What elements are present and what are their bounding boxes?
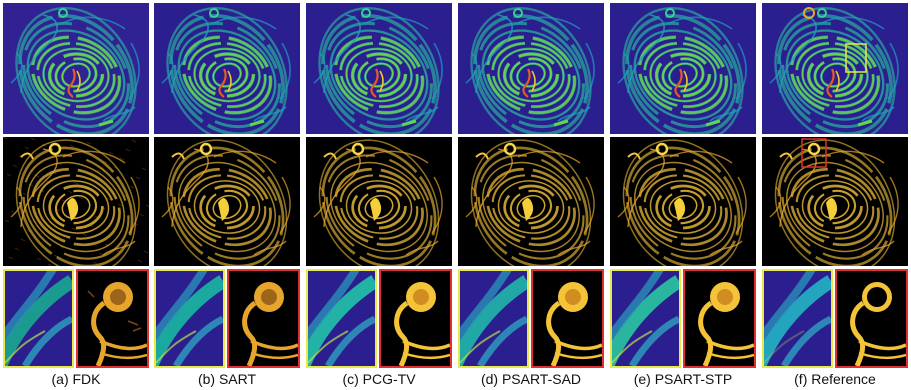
colormap-reconstruction-image [762, 3, 908, 134]
colormap-reconstruction-image [306, 3, 452, 134]
yellow-zoom-inset [762, 269, 833, 368]
colormap-reconstruction-image [458, 3, 604, 134]
yellow-zoom-inset [306, 269, 377, 368]
yellow-zoom-inset [3, 269, 74, 368]
red-zoom-inset [835, 269, 908, 368]
zoom-row [762, 269, 908, 368]
colormap-reconstruction-image [610, 3, 756, 134]
panel-caption: (b) SART [197, 371, 257, 387]
zoom-row [306, 269, 452, 368]
panel-caption: (c) PCG-TV [342, 371, 416, 387]
edge-reconstruction-image [610, 137, 756, 266]
panel-caption: (d) PSART-SAD [480, 371, 582, 387]
zoom-row [3, 269, 149, 368]
panel-caption: (e) PSART-STP [633, 371, 733, 387]
edge-reconstruction-image [458, 137, 604, 266]
red-zoom-inset [531, 269, 604, 368]
red-zoom-inset [683, 269, 756, 368]
yellow-zoom-inset [610, 269, 681, 368]
colormap-reconstruction-image [154, 3, 300, 134]
panel-caption: (a) FDK [51, 371, 101, 387]
zoom-row [610, 269, 756, 368]
red-zoom-inset [227, 269, 300, 368]
zoom-row [458, 269, 604, 368]
red-zoom-inset [76, 269, 149, 368]
edge-reconstruction-image [154, 137, 300, 266]
edge-reconstruction-image [762, 137, 908, 266]
edge-reconstruction-image [306, 137, 452, 266]
zoom-row [154, 269, 300, 368]
red-zoom-inset [379, 269, 452, 368]
edge-reconstruction-image [3, 137, 149, 266]
panel-caption: (f) Reference [794, 371, 876, 387]
yellow-zoom-inset [458, 269, 529, 368]
yellow-zoom-inset [154, 269, 225, 368]
colormap-reconstruction-image [3, 3, 149, 134]
